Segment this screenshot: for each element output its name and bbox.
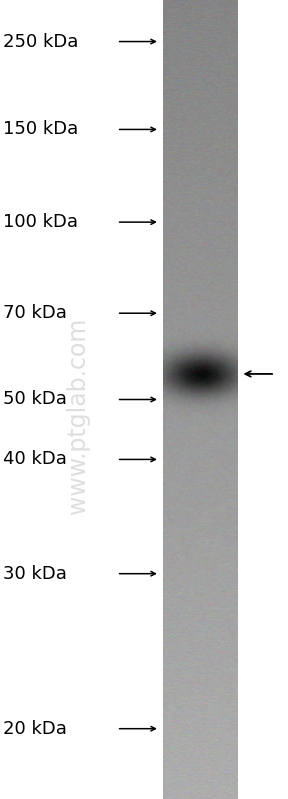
Text: 100 kDa: 100 kDa bbox=[3, 213, 78, 231]
Text: 50 kDa: 50 kDa bbox=[3, 391, 67, 408]
Text: 30 kDa: 30 kDa bbox=[3, 565, 67, 582]
Text: 20 kDa: 20 kDa bbox=[3, 720, 67, 737]
Text: 150 kDa: 150 kDa bbox=[3, 121, 78, 138]
Text: www.ptglab.com: www.ptglab.com bbox=[66, 317, 90, 514]
Text: 40 kDa: 40 kDa bbox=[3, 451, 67, 468]
Text: 70 kDa: 70 kDa bbox=[3, 304, 67, 322]
Text: 250 kDa: 250 kDa bbox=[3, 33, 78, 50]
